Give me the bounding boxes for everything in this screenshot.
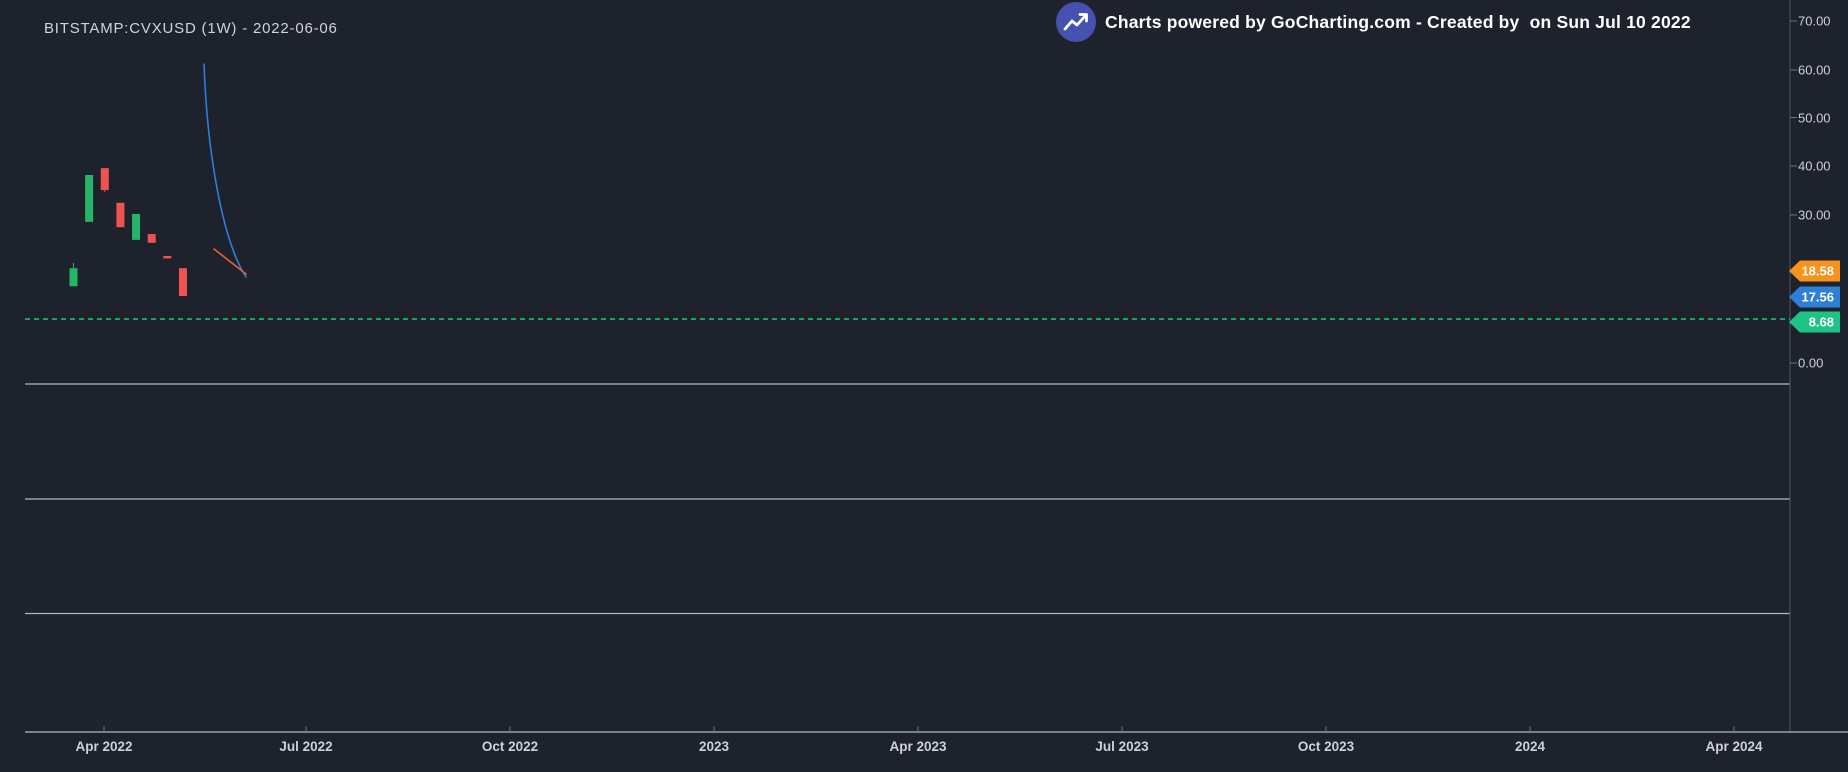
y-axis-label: 50.00 [1798,110,1831,125]
price-badge: 8.68 [1789,311,1840,333]
y-axis-label: 70.00 [1798,13,1831,29]
watermark-brand: Charts powered by GoCharting.com - Creat… [1056,2,1691,42]
price-badge: 17.56 [1789,286,1840,308]
candle [69,268,78,287]
candle [147,234,156,243]
chart-title: BITSTAMP:CVXUSD (1W) - 2022-06-06 [44,20,338,37]
candle [100,168,109,191]
x-axis-label: Apr 2024 [1705,739,1763,754]
watermark-text: Charts powered by GoCharting.com - Creat… [1105,11,1691,32]
y-axis-label: 40.00 [1798,158,1831,174]
candle [132,214,141,240]
x-axis-label: 2023 [698,739,730,754]
candle [116,202,125,228]
orange-trendline [213,248,247,275]
candle [178,268,187,297]
x-axis-label: Apr 2023 [889,739,947,754]
y-axis-label: 30.00 [1798,207,1831,223]
x-axis-label: Apr 2022 [75,739,133,754]
blue-projection-curve [203,63,247,278]
price-badge: 18.58 [1789,260,1840,282]
x-axis-label: Oct 2022 [481,739,539,754]
candle [163,255,172,259]
y-axis-label: 60.00 [1798,62,1831,78]
gocharting-logo-icon [1056,2,1096,42]
x-axis-label: 2024 [1514,739,1546,754]
x-axis-label: Jul 2022 [279,739,333,754]
candle [85,174,94,222]
y-axis-label: 0.00 [1798,355,1824,371]
x-axis-label: Jul 2023 [1095,739,1149,754]
x-axis-label: Oct 2023 [1297,739,1355,754]
